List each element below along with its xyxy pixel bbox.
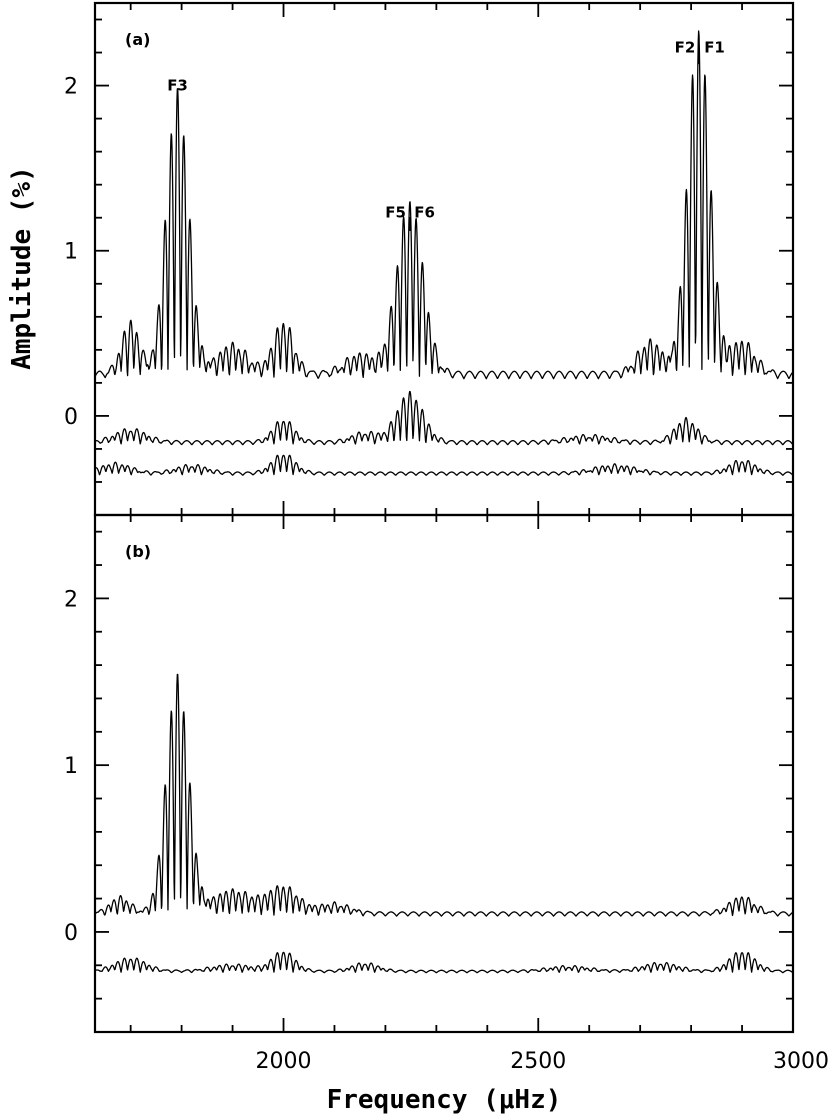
panel-a-annotations: F3 F5 F6 F2 F1 — [167, 39, 725, 231]
amplitude-spectrum-3 — [94, 454, 794, 476]
panel-a-traces — [94, 30, 794, 476]
peak-label-f1: F1 — [704, 39, 725, 57]
panel-a-label: (a) — [125, 30, 150, 49]
amplitude-spectrum-1 — [94, 30, 794, 380]
panel-a-ticks — [95, 3, 794, 515]
peak-label-f5: F5 — [385, 204, 406, 222]
y-tick-label: 2 — [64, 587, 78, 612]
peak-label-f2: F2 — [675, 39, 696, 57]
y-tick-label: 0 — [64, 921, 78, 946]
panel-b-ticks — [95, 515, 794, 1032]
x-tick-label: 2000 — [256, 1049, 312, 1074]
panel-b: 0 1 2 2000 2500 3000 (b) — [64, 513, 829, 1074]
panel-b-ticklabels: 0 1 2 2000 2500 3000 — [64, 587, 829, 1074]
panel-a-ticklabels: 0 1 2 — [64, 75, 78, 430]
x-tick-label: 2500 — [510, 1049, 566, 1074]
peak-label-f6: F6 — [414, 204, 435, 222]
x-tick-label: 3000 — [773, 1049, 829, 1074]
y-tick-label: 2 — [64, 75, 78, 100]
y-tick-label: 0 — [64, 405, 78, 430]
peak-label-f3: F3 — [167, 77, 188, 95]
panel-b-frame — [93, 513, 795, 1034]
amplitude-spectrum-2 — [94, 951, 794, 974]
panel-b-label: (b) — [125, 542, 151, 561]
y-axis-label: Amplitude (%) — [7, 166, 37, 370]
amplitude-spectrum-1 — [94, 673, 794, 917]
y-tick-label: 1 — [64, 240, 78, 265]
panel-a: 0 1 2 F3 F5 F6 F2 F1 (a) — [64, 1, 795, 517]
y-tick-label: 1 — [64, 754, 78, 779]
amplitude-spectrum-2 — [94, 390, 794, 446]
x-axis-label: Frequency (μHz) — [327, 1085, 562, 1115]
panel-b-traces — [94, 673, 794, 974]
